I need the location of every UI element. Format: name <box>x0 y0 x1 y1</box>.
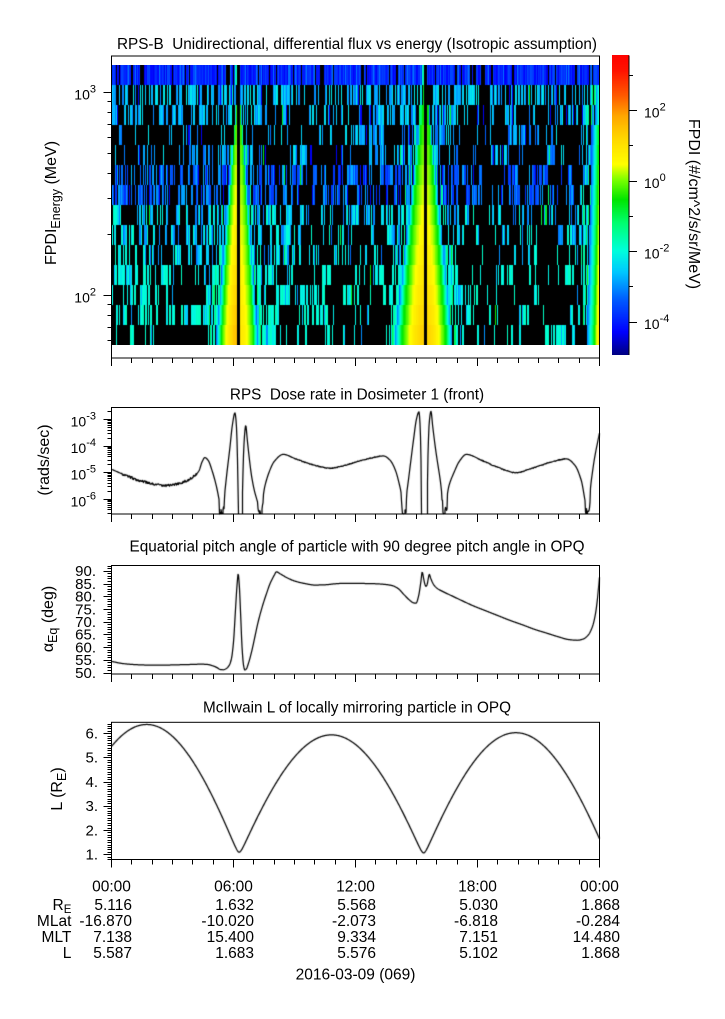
svg-text:6.: 6. <box>85 725 98 742</box>
svg-text:5.102: 5.102 <box>459 945 498 962</box>
svg-text:7.151: 7.151 <box>459 929 498 946</box>
svg-text:2016-03-09 (069): 2016-03-09 (069) <box>296 967 416 984</box>
svg-text:80.: 80. <box>75 589 96 606</box>
svg-text:-2.073: -2.073 <box>332 913 376 930</box>
svg-text:15.400: 15.400 <box>207 929 255 946</box>
svg-text:1.868: 1.868 <box>581 945 620 962</box>
svg-text:102: 102 <box>74 287 96 306</box>
svg-text:102: 102 <box>644 102 666 121</box>
svg-text:00:00: 00:00 <box>580 879 619 896</box>
svg-text:-6.818: -6.818 <box>454 913 498 930</box>
svg-text:55.: 55. <box>75 652 96 669</box>
svg-text:1.683: 1.683 <box>215 945 254 962</box>
svg-text:5.576: 5.576 <box>337 945 376 962</box>
svg-text:3.: 3. <box>85 798 98 815</box>
svg-text:14.480: 14.480 <box>573 929 621 946</box>
svg-text:L (RE): L (RE) <box>49 767 69 810</box>
svg-text:5.: 5. <box>85 750 98 767</box>
svg-text:50.: 50. <box>75 665 96 682</box>
svg-text:10-4: 10-4 <box>71 437 96 456</box>
svg-text:10-3: 10-3 <box>71 411 96 430</box>
svg-text:2.: 2. <box>85 822 98 839</box>
svg-text:1.: 1. <box>85 846 98 863</box>
svg-text:10-2: 10-2 <box>644 243 669 262</box>
svg-text:9.334: 9.334 <box>337 929 376 946</box>
svg-text:L: L <box>63 945 72 962</box>
svg-text:McIlwain L of locally mirrorin: McIlwain L of locally mirroring particle… <box>203 700 511 717</box>
svg-text:12:00: 12:00 <box>336 879 375 896</box>
svg-text:5.116: 5.116 <box>94 897 132 914</box>
svg-text:70.: 70. <box>75 614 96 631</box>
svg-text:FPDI (#/cm^2/s/sr/MeV): FPDI (#/cm^2/s/sr/MeV) <box>685 119 702 289</box>
svg-text:5.568: 5.568 <box>337 897 376 914</box>
svg-text:(rads/sec): (rads/sec) <box>36 424 53 495</box>
svg-text:1.632: 1.632 <box>215 897 254 914</box>
svg-text:-16.870: -16.870 <box>79 913 132 930</box>
svg-text:4.: 4. <box>85 774 98 791</box>
svg-text:7.138: 7.138 <box>93 929 132 946</box>
svg-text:75.: 75. <box>75 601 96 618</box>
svg-text:10-6: 10-6 <box>71 490 96 509</box>
svg-text:FPDIEnergy (MeV): FPDIEnergy (MeV) <box>43 141 63 265</box>
svg-text:5.030: 5.030 <box>459 897 498 914</box>
svg-text:1.868: 1.868 <box>581 897 620 914</box>
svg-text:5.587: 5.587 <box>93 945 132 962</box>
svg-text:RPS-B Unidirectional, differe: RPS-B Unidirectional, differential flux … <box>117 36 597 53</box>
svg-text:10-4: 10-4 <box>644 313 669 332</box>
svg-text:αEq (deg): αEq (deg) <box>40 586 60 652</box>
svg-text:90.: 90. <box>75 563 96 580</box>
svg-text:06:00: 06:00 <box>214 879 253 896</box>
svg-text:Equatorial pitch angle of part: Equatorial pitch angle of particle with … <box>130 539 585 556</box>
svg-text:103: 103 <box>74 84 96 103</box>
svg-text:100: 100 <box>644 172 666 191</box>
svg-text:85.: 85. <box>75 576 96 593</box>
svg-text:RPS Dose rate in Dosimeter 1: RPS Dose rate in Dosimeter 1 (front) <box>230 387 484 404</box>
svg-text:65.: 65. <box>75 627 96 644</box>
svg-text:-0.284: -0.284 <box>576 913 620 930</box>
svg-text:00:00: 00:00 <box>92 879 131 896</box>
svg-text:-10.020: -10.020 <box>201 913 254 930</box>
svg-text:18:00: 18:00 <box>458 879 497 896</box>
svg-text:MLat: MLat <box>37 913 72 930</box>
svg-text:60.: 60. <box>75 639 96 656</box>
svg-text:10-5: 10-5 <box>71 464 96 483</box>
svg-text:MLT: MLT <box>42 929 72 946</box>
